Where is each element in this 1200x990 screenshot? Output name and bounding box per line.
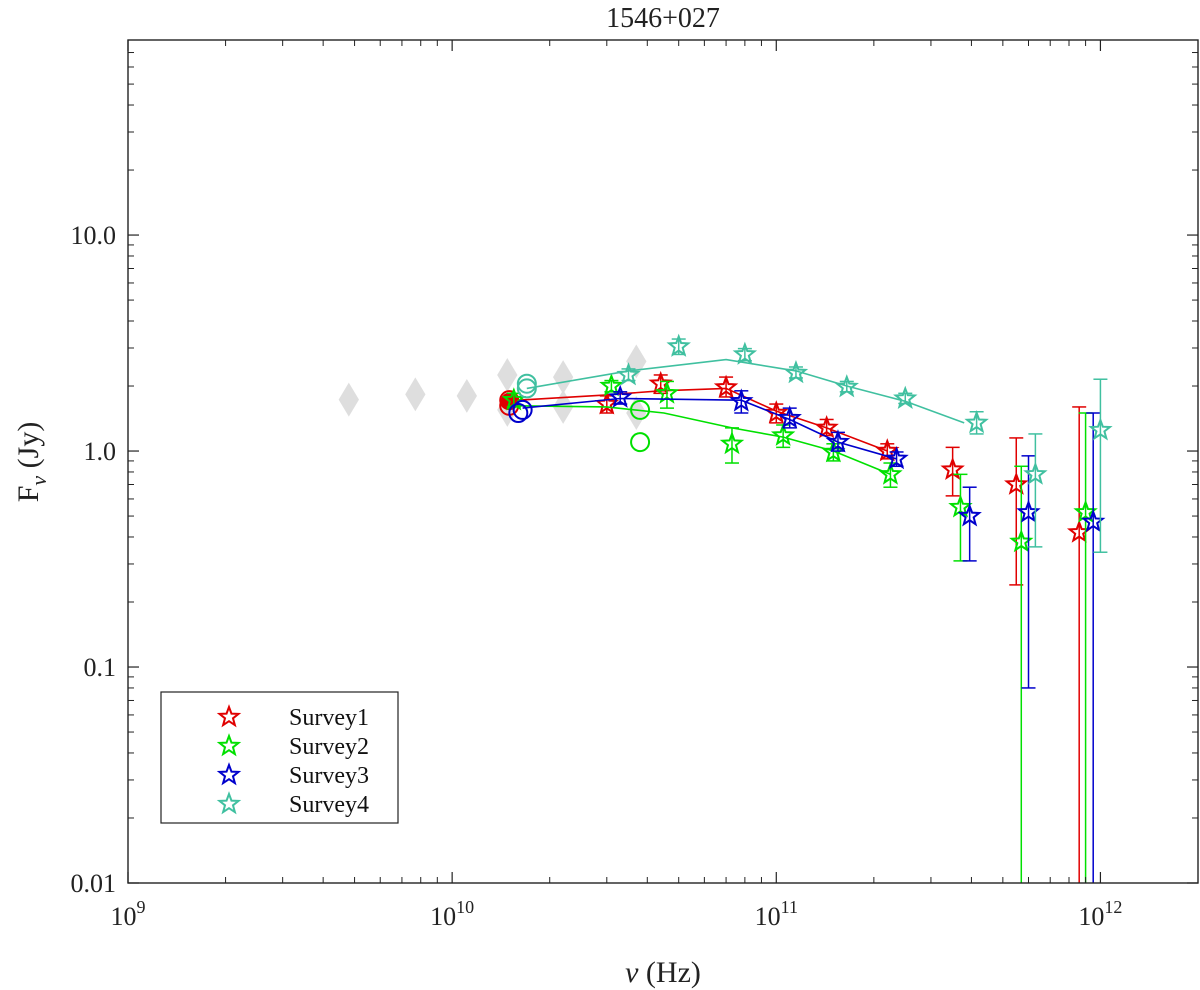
legend-star-icon — [216, 733, 242, 757]
x-tick-label: 1010 — [430, 897, 474, 931]
background-diamond-point — [456, 378, 477, 413]
survey1-star-point — [814, 415, 839, 439]
survey3-line — [522, 397, 897, 460]
x-tick-label: 109 — [111, 897, 146, 931]
survey4-star-point — [893, 385, 918, 409]
legend-star-icon — [216, 762, 242, 786]
x-tick-label: 1012 — [1078, 897, 1122, 931]
background-diamond-point — [405, 377, 426, 412]
survey3-circle-point — [508, 403, 529, 424]
y-tick-label: 1.0 — [84, 437, 117, 466]
survey4-star-point — [1023, 461, 1048, 485]
survey3-star-point — [607, 384, 633, 408]
survey4-star-point — [666, 333, 691, 357]
background-diamond-point — [497, 358, 518, 392]
x-tick-label: 1011 — [755, 897, 798, 931]
survey4-circle-point — [516, 373, 537, 394]
svg-text:Fν (Jy): Fν (Jy) — [12, 422, 51, 503]
y-tick-label: 10.0 — [71, 221, 117, 250]
x-axis-label: ν (Hz) — [625, 956, 701, 989]
survey2-star-point — [878, 461, 903, 485]
survey3-star-point — [729, 388, 754, 412]
survey1-star-point — [764, 400, 789, 424]
survey2-star-point — [654, 380, 680, 404]
plot-frame — [127, 39, 1199, 884]
survey1-star-point — [713, 374, 739, 398]
y-axis-label: Fν (Jy) — [12, 422, 51, 503]
survey4-star-point — [964, 410, 989, 434]
chart-title: 1546+027 — [606, 3, 720, 34]
survey2-star-point — [948, 494, 973, 518]
survey2-star-point — [719, 430, 745, 455]
legend-label: Survey1 — [289, 705, 369, 731]
survey1-star-point — [1004, 471, 1029, 495]
survey3-circle-point — [512, 399, 533, 420]
background-diamond-point — [338, 382, 359, 417]
survey2-circle-point — [630, 432, 651, 453]
survey3-star-point — [777, 405, 802, 429]
legend-label: Survey2 — [289, 734, 369, 760]
survey1-star-point — [648, 370, 673, 395]
survey2-star-point — [599, 373, 624, 397]
survey3-star-point — [825, 429, 851, 453]
survey1-star-point — [940, 456, 965, 481]
survey4-star-point — [834, 374, 860, 398]
survey4-circle-point — [516, 378, 537, 399]
survey4-star-point — [616, 362, 641, 386]
survey1-star-point — [1066, 519, 1092, 543]
legend-label: Survey3 — [289, 763, 369, 789]
legend-star-icon — [216, 704, 242, 728]
survey4-star-point — [732, 341, 758, 365]
survey2-circle-point — [630, 399, 651, 420]
survey3-star-point — [884, 446, 909, 470]
legend-box — [160, 691, 399, 824]
legend: Survey1 Survey2 Survey3 Survey4 — [160, 691, 399, 824]
survey2-star-point — [770, 422, 796, 446]
survey4-star-point — [1088, 417, 1113, 441]
legend-label: Survey4 — [289, 792, 369, 818]
y-tick-label: 0.01 — [71, 869, 117, 898]
survey4-star-point — [783, 360, 809, 384]
y-tick-label: 0.1 — [84, 653, 117, 682]
legend-star-icon — [216, 791, 242, 815]
survey3-star-point — [957, 503, 982, 527]
